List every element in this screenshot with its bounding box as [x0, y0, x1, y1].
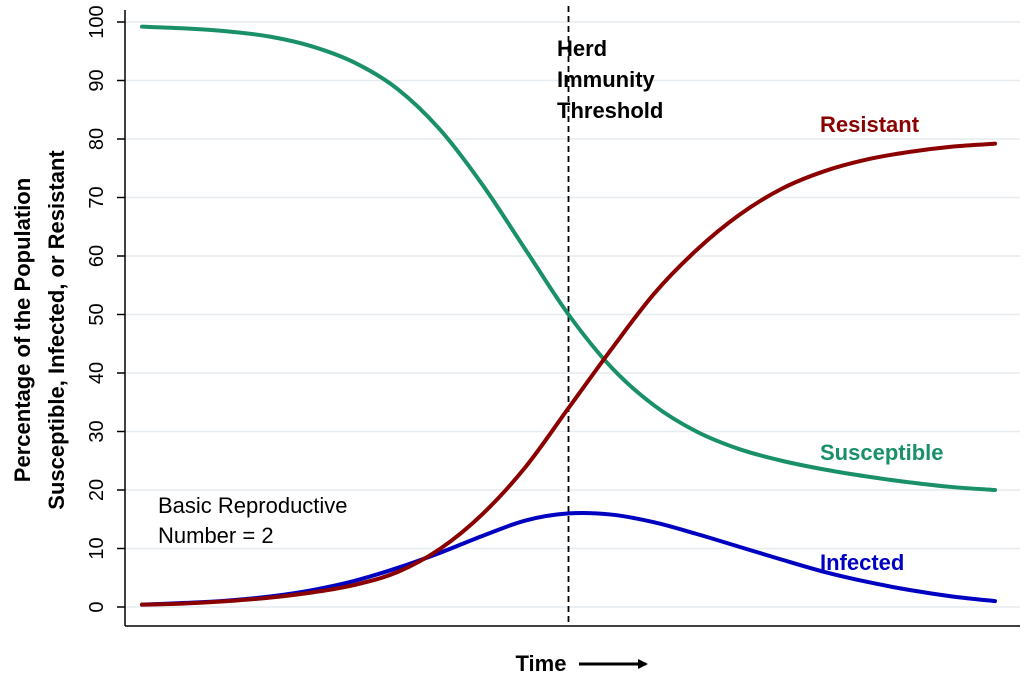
y-tick-label: 30	[86, 420, 108, 442]
threshold-label-line-1: Herd	[557, 36, 607, 61]
x-axis-title: Time	[516, 651, 567, 676]
note-line-2: Number = 2	[158, 523, 274, 548]
basic-reproductive-note: Basic Reproductive Number = 2	[158, 493, 354, 548]
threshold-label-line-3: Threshold	[557, 98, 663, 123]
resistant-label: Resistant	[820, 112, 920, 137]
susceptible-line	[140, 24, 997, 492]
threshold-label-line-2: Immunity	[557, 67, 656, 92]
susceptible-label: Susceptible	[820, 440, 943, 465]
y-tick-label: 60	[86, 245, 108, 267]
y-tick-label: 100	[86, 5, 108, 38]
y-tick-label: 70	[86, 186, 108, 208]
grid-lines	[125, 21, 1020, 608]
y-axis-title: Percentage of the Population Susceptible…	[10, 150, 69, 510]
note-line-1: Basic Reproductive	[158, 493, 348, 518]
y-tick-label: 90	[86, 69, 108, 91]
y-tick-label: 20	[86, 479, 108, 501]
y-axis-title-line-1: Percentage of the Population	[10, 178, 35, 482]
series-lines	[140, 24, 997, 607]
resistant-line	[140, 141, 997, 607]
y-axis-title-line-2: Susceptible, Infected, or Resistant	[44, 150, 69, 510]
infected-label: Infected	[820, 550, 904, 575]
y-ticks: 0 10 20 30 40 50 60 70 80 90 100	[86, 5, 125, 613]
axes	[124, 10, 1020, 627]
y-tick-label: 50	[86, 303, 108, 325]
threshold-label: Herd Immunity Threshold	[557, 36, 663, 123]
y-tick-label: 0	[86, 601, 108, 612]
y-tick-label: 40	[86, 362, 108, 384]
y-tick-label: 80	[86, 128, 108, 150]
y-tick-label: 10	[86, 537, 108, 559]
